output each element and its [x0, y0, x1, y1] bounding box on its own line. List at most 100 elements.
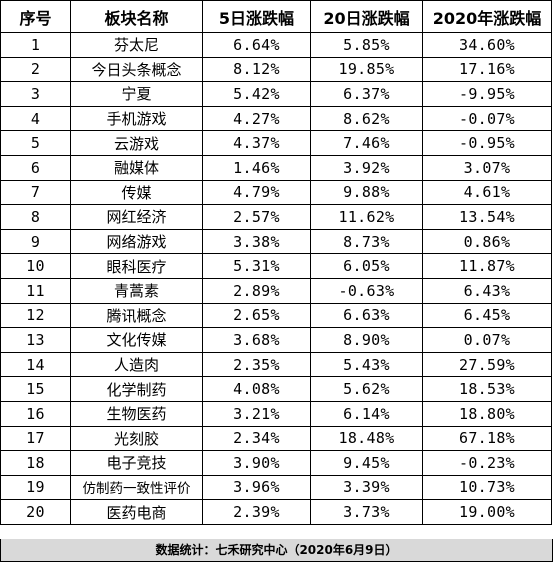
change-20d-cell: 5.43% [310, 351, 423, 378]
seq-cell: 17 [0, 425, 71, 452]
table-row: 2 今日头条概念 8.12% 19.85% 17.16% [0, 56, 552, 83]
change-20d-cell: 18.48% [310, 425, 423, 452]
change-20d-cell: 8.62% [310, 105, 423, 132]
sector-name-cell: 青蒿素 [70, 277, 203, 304]
seq-cell: 9 [0, 228, 71, 255]
change-20d-cell: 6.05% [310, 253, 423, 279]
sector-performance-table: 序号 板块名称 5日涨跌幅 20日涨跌幅 2020年涨跌幅 1 芬太尼 6.64% 5… [0, 0, 552, 525]
seq-cell: 18 [0, 450, 71, 476]
change-5d-cell: 8.12% [202, 56, 311, 83]
change-5d-cell: 3.90% [202, 450, 311, 476]
table-row: 15 化学制药 4.08% 5.62% 18.53% [0, 376, 552, 402]
change-20d-cell: 5.62% [310, 376, 423, 402]
change-2020-cell: 10.73% [422, 474, 552, 501]
header-seq: 序号 [0, 0, 71, 33]
header-5d-change: 5日涨跌幅 [202, 0, 311, 33]
sector-name-cell: 宁夏 [70, 81, 203, 107]
change-5d-cell: 2.39% [202, 499, 311, 525]
change-2020-cell: 6.43% [422, 277, 552, 304]
sector-name-cell: 医药电商 [70, 499, 203, 525]
change-20d-cell: 7.46% [310, 130, 423, 156]
change-2020-cell: 13.54% [422, 204, 552, 230]
seq-cell: 14 [0, 351, 71, 378]
table-row: 9 网络游戏 3.38% 8.73% 0.86% [0, 228, 552, 255]
change-2020-cell: 4.61% [422, 179, 552, 206]
change-2020-cell: 17.16% [422, 56, 552, 83]
change-5d-cell: 3.38% [202, 228, 311, 255]
sector-name-cell: 手机游戏 [70, 105, 203, 132]
sector-name-cell: 腾讯概念 [70, 302, 203, 329]
sector-name-cell: 网红经济 [70, 204, 203, 230]
seq-cell: 8 [0, 204, 71, 230]
change-20d-cell: 19.85% [310, 56, 423, 83]
change-5d-cell: 2.57% [202, 204, 311, 230]
seq-cell: 19 [0, 474, 71, 501]
seq-cell: 13 [0, 327, 71, 353]
change-2020-cell: 34.60% [422, 32, 552, 58]
change-5d-cell: 1.46% [202, 154, 311, 181]
sector-name-cell: 传媒 [70, 179, 203, 206]
seq-cell: 16 [0, 400, 71, 427]
seq-cell: 20 [0, 499, 71, 525]
header-20d-change: 20日涨跌幅 [310, 0, 423, 33]
change-5d-cell: 2.35% [202, 351, 311, 378]
sector-name-cell: 芬太尼 [70, 32, 203, 58]
sector-name-cell: 生物医药 [70, 400, 203, 427]
seq-cell: 7 [0, 179, 71, 206]
table-row: 13 文化传媒 3.68% 8.90% 0.07% [0, 327, 552, 353]
seq-cell: 2 [0, 56, 71, 83]
change-2020-cell: -9.95% [422, 81, 552, 107]
change-2020-cell: 0.07% [422, 327, 552, 353]
table-row: 18 电子竞技 3.90% 9.45% -0.23% [0, 450, 552, 476]
sector-name-cell: 今日头条概念 [70, 56, 203, 83]
table-row: 16 生物医药 3.21% 6.14% 18.80% [0, 400, 552, 427]
sector-name-cell: 电子竞技 [70, 450, 203, 476]
change-2020-cell: 18.80% [422, 400, 552, 427]
change-2020-cell: 3.07% [422, 154, 552, 181]
sector-name-cell: 人造肉 [70, 351, 203, 378]
change-2020-cell: -0.95% [422, 130, 552, 156]
change-20d-cell: 3.73% [310, 499, 423, 525]
table-row: 10 眼科医疗 5.31% 6.05% 11.87% [0, 253, 552, 279]
change-5d-cell: 5.31% [202, 253, 311, 279]
table-row: 6 融媒体 1.46% 3.92% 3.07% [0, 154, 552, 181]
table-row: 4 手机游戏 4.27% 8.62% -0.07% [0, 105, 552, 132]
table-row: 7 传媒 4.79% 9.88% 4.61% [0, 179, 552, 206]
change-5d-cell: 5.42% [202, 81, 311, 107]
table-row: 17 光刻胶 2.34% 18.48% 67.18% [0, 425, 552, 452]
seq-cell: 4 [0, 105, 71, 132]
change-20d-cell: -0.63% [310, 277, 423, 304]
change-5d-cell: 2.34% [202, 425, 311, 452]
change-20d-cell: 6.14% [310, 400, 423, 427]
table-row: 20 医药电商 2.39% 3.73% 19.00% [0, 499, 552, 525]
change-5d-cell: 4.79% [202, 179, 311, 206]
sector-name-cell: 光刻胶 [70, 425, 203, 452]
header-2020-change: 2020年涨跌幅 [422, 0, 552, 33]
sector-name-cell: 化学制药 [70, 376, 203, 402]
sector-name-cell: 仿制药一致性评价 [70, 474, 203, 501]
change-2020-cell: 19.00% [422, 499, 552, 525]
source-footer: 数据统计：七禾研究中心（2020年6月9日） [0, 539, 553, 562]
header-row: 序号 板块名称 5日涨跌幅 20日涨跌幅 2020年涨跌幅 [0, 0, 552, 33]
table-row: 8 网红经济 2.57% 11.62% 13.54% [0, 204, 552, 230]
change-20d-cell: 3.39% [310, 474, 423, 501]
sector-name-cell: 云游戏 [70, 130, 203, 156]
seq-cell: 12 [0, 302, 71, 329]
sector-name-cell: 网络游戏 [70, 228, 203, 255]
table-row: 14 人造肉 2.35% 5.43% 27.59% [0, 351, 552, 378]
sector-name-cell: 眼科医疗 [70, 253, 203, 279]
change-20d-cell: 11.62% [310, 204, 423, 230]
change-20d-cell: 6.63% [310, 302, 423, 329]
change-2020-cell: 18.53% [422, 376, 552, 402]
table-row: 1 芬太尼 6.64% 5.85% 34.60% [0, 32, 552, 58]
table-row: 19 仿制药一致性评价 3.96% 3.39% 10.73% [0, 474, 552, 501]
table-row: 12 腾讯概念 2.65% 6.63% 6.45% [0, 302, 552, 329]
change-5d-cell: 2.65% [202, 302, 311, 329]
seq-cell: 5 [0, 130, 71, 156]
change-2020-cell: 67.18% [422, 425, 552, 452]
seq-cell: 10 [0, 253, 71, 279]
change-20d-cell: 8.90% [310, 327, 423, 353]
seq-cell: 1 [0, 32, 71, 58]
change-5d-cell: 6.64% [202, 32, 311, 58]
sector-name-cell: 融媒体 [70, 154, 203, 181]
